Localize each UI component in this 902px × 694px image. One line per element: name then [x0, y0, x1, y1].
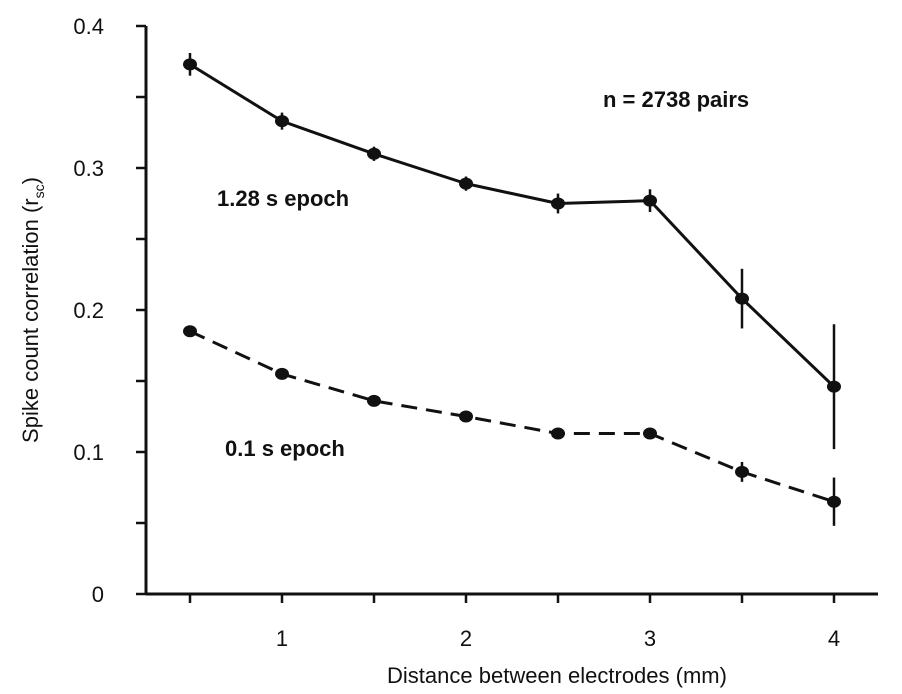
data-point [183, 58, 197, 71]
data-point [827, 380, 841, 393]
data-point [183, 325, 197, 338]
data-point [551, 427, 565, 440]
axes: 0 0.1 0.2 0.3 0.4 1 2 3 4 [73, 14, 878, 651]
x-tick-label: 2 [460, 626, 472, 651]
y-tick-label: 0.3 [73, 156, 104, 181]
data-point [367, 147, 381, 160]
y-tick-label: 0 [92, 582, 104, 607]
data-point [367, 394, 381, 407]
y-tick-label: 0.2 [73, 298, 104, 323]
y-axis-title-subscript: sc [31, 184, 47, 198]
data-point [643, 427, 657, 440]
series-label-long-epoch: 1.28 s epoch [217, 186, 349, 211]
y-axis-title-main: Spike count correlation (r [18, 198, 43, 443]
x-axis-title: Distance between electrodes (mm) [387, 663, 727, 688]
x-tick-label: 3 [644, 626, 656, 651]
series-line [189, 63, 836, 388]
data-point [827, 495, 841, 508]
data-point [643, 194, 657, 207]
y-axis-title: Spike count correlation (rsc) [18, 177, 47, 443]
data-point [275, 367, 289, 380]
data-point [459, 410, 473, 423]
x-tick-label: 1 [276, 626, 288, 651]
series-line [189, 329, 835, 504]
y-axis-title-close: ) [18, 177, 43, 184]
data-point [551, 197, 565, 210]
annotation-pair-count: n = 2738 pairs [603, 87, 749, 112]
x-tick-label: 4 [828, 626, 840, 651]
series-short-epoch [183, 325, 841, 526]
data-point [459, 177, 473, 190]
data-point [275, 115, 289, 128]
y-tick-label: 0.4 [73, 14, 104, 39]
series-long-epoch [183, 52, 841, 450]
data-point [735, 292, 749, 305]
series-label-short-epoch: 0.1 s epoch [225, 436, 345, 461]
data-point [735, 465, 749, 478]
series-layer [183, 52, 841, 526]
y-tick-label: 0.1 [73, 440, 104, 465]
